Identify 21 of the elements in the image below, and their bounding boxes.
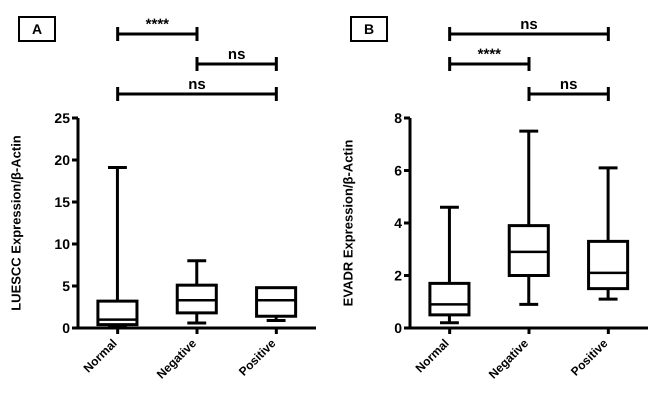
y-tick-label: 0 (62, 320, 70, 336)
y-tick-label: 0 (394, 320, 402, 336)
y-tick-label: 25 (54, 110, 70, 126)
text: **** (146, 16, 170, 33)
y-tick-label: 15 (54, 194, 70, 210)
chart-title: B (350, 16, 388, 42)
text: ns (188, 76, 206, 93)
y-tick-label: 2 (394, 267, 402, 284)
y-tick-label: 10 (54, 236, 70, 252)
y-axis-title: LUESCC Expression/β-Actin (8, 135, 24, 311)
text: ns (228, 46, 246, 63)
text: ns (560, 76, 578, 93)
y-tick-label: 6 (394, 162, 402, 178)
text: **** (478, 46, 502, 63)
y-axis-title: EVADR Expression/β-Actin (340, 140, 356, 306)
text: ns (520, 16, 538, 33)
chart-title: A (18, 16, 56, 42)
y-tick-label: 4 (394, 214, 402, 231)
y-tick-label: 5 (62, 278, 70, 294)
y-tick-label: 8 (394, 110, 402, 126)
y-tick-label: 20 (54, 152, 70, 168)
